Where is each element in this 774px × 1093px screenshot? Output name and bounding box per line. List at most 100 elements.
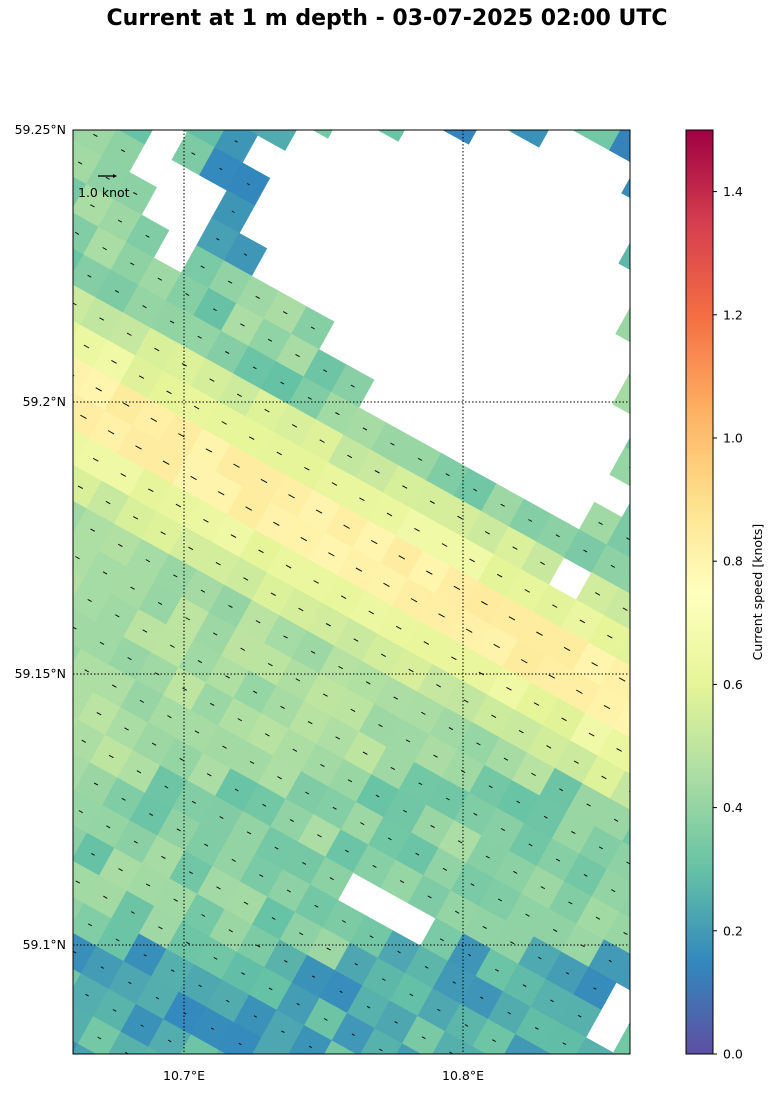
colorbar-tick-label: 1.2 (723, 307, 743, 322)
current-arrow (295, 353, 300, 358)
current-arrow (87, 923, 93, 927)
y-tick-label: 59.2°N (23, 394, 66, 409)
current-arrow (164, 785, 169, 789)
current-arrow (470, 883, 475, 887)
current-arrow (120, 473, 127, 477)
current-arrow (433, 754, 438, 758)
current-arrow (270, 592, 276, 596)
speed-cell (73, 1043, 97, 1054)
current-arrow (234, 788, 239, 792)
current-arrow (120, 149, 126, 153)
current-arrow (607, 634, 613, 639)
current-arrow (645, 116, 648, 117)
current-arrow (408, 668, 414, 673)
current-arrow (317, 834, 322, 838)
current-arrow (212, 308, 217, 312)
current-arrow (243, 577, 249, 581)
current-arrow (255, 295, 260, 299)
current-arrow (322, 693, 328, 697)
speed-cell (468, 1046, 487, 1054)
current-arrow (488, 785, 493, 789)
colorbar-tick-label: 0.8 (723, 554, 743, 569)
current-arrow (632, 397, 636, 399)
current-arrow (328, 552, 335, 557)
current-arrow (219, 816, 224, 820)
current-arrow (280, 705, 285, 709)
current-arrow (626, 537, 630, 541)
current-arrow (161, 855, 166, 859)
current-arrow (81, 739, 87, 743)
current-arrow (642, 186, 645, 187)
speed-cell (442, 130, 477, 145)
current-arrow (128, 981, 132, 985)
current-arrow (343, 524, 350, 529)
current-arrow (445, 797, 450, 801)
colorbar-tick-label: 0.6 (723, 677, 743, 692)
speed-cell (625, 95, 668, 138)
current-arrow (267, 338, 273, 342)
current-arrow (457, 515, 463, 520)
current-arrow (654, 229, 657, 231)
current-arrow (467, 953, 472, 957)
current-arrow (586, 803, 591, 807)
current-arrow (648, 370, 652, 372)
current-arrow (635, 651, 640, 654)
current-arrow (427, 895, 432, 899)
speed-cell (637, 138, 680, 181)
current-arrow (185, 941, 190, 945)
current-arrow (482, 925, 487, 929)
speed-cell (555, 1065, 598, 1093)
quiver-key-arrowhead (113, 174, 117, 178)
current-arrow (508, 616, 516, 621)
current-arrow (372, 864, 377, 868)
current-arrow (84, 669, 90, 673)
speed-cell (360, 1028, 403, 1054)
speed-cell (29, 845, 72, 888)
current-arrow (291, 424, 298, 428)
current-arrow (398, 555, 406, 560)
current-arrow (500, 828, 506, 832)
current-arrow (249, 760, 255, 765)
current-arrow (532, 125, 535, 127)
current-arrow (326, 947, 331, 951)
current-arrow (338, 665, 344, 670)
current-arrow (38, 104, 42, 106)
current-arrow (111, 684, 117, 688)
speed-cell (472, 1018, 516, 1054)
current-arrow (465, 628, 473, 633)
current-arrow (126, 332, 132, 336)
current-arrow (436, 684, 442, 688)
current-arrow (151, 742, 157, 746)
current-arrow (520, 659, 528, 664)
current-arrow (339, 990, 343, 994)
current-arrow (390, 766, 396, 771)
current-arrow (559, 788, 564, 792)
current-arrow (127, 657, 132, 661)
current-arrow (66, 443, 71, 446)
speed-cell (288, 1025, 333, 1054)
speed-cell (73, 716, 79, 729)
speed-cell (73, 500, 88, 534)
current-arrow (305, 791, 310, 795)
current-arrow (518, 729, 524, 734)
current-arrow (321, 1089, 324, 1091)
current-arrow (209, 702, 215, 706)
current-arrow (73, 302, 77, 306)
speed-cell (624, 762, 630, 775)
current-arrow (583, 873, 588, 877)
speed-cell (572, 130, 585, 136)
current-arrow (149, 813, 154, 816)
current-arrow (264, 408, 270, 413)
current-arrow (323, 1018, 328, 1021)
current-arrow (623, 931, 628, 935)
current-arrow (295, 678, 301, 682)
current-arrow (595, 916, 601, 920)
current-arrow (243, 253, 248, 256)
current-arrow (215, 561, 221, 566)
current-arrow (538, 956, 542, 960)
current-arrow (240, 647, 246, 651)
current-arrow (642, 510, 646, 512)
current-arrow (117, 543, 123, 547)
current-arrow (223, 1071, 226, 1073)
speed-cell (343, 83, 386, 126)
